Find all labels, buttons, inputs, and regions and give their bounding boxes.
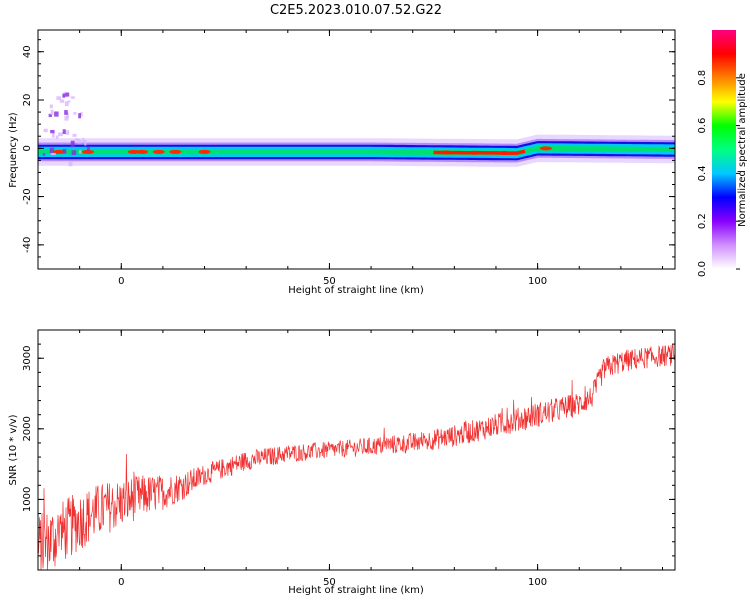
spectrogram-speckle [52, 132, 55, 138]
snr-ticks: 0 50 100 1000 2000 3000 [22, 329, 675, 588]
spectrogram-peak [198, 149, 211, 154]
colorbar-tick-label: 0.2 [697, 213, 708, 229]
spectrogram-speckle [64, 115, 69, 121]
spectrogram-speckle [65, 92, 70, 97]
snr-y-axis-label: SNR (10 * v/v) [8, 414, 19, 485]
spectrogram-speckle [64, 101, 69, 107]
spectrogram-speckle [65, 130, 70, 135]
spectrogram-speckle [78, 150, 82, 154]
snr-x-axis-label: Height of straight line (km) [288, 585, 424, 596]
spectrogram-speckle [70, 96, 75, 99]
spectrogram-peak [169, 149, 182, 154]
spectrogram-speckle [48, 113, 52, 118]
colorbar-tick-label: 0.8 [697, 70, 708, 86]
spectrogram-speckle [72, 133, 77, 137]
snr-y-tick-label: 2000 [22, 416, 33, 441]
spectrogram-peak [539, 146, 552, 151]
spectrogram-y-tick-label: 0 [22, 145, 33, 151]
spectrogram-speckle [68, 161, 73, 167]
spectrogram-speckle [55, 135, 59, 139]
spectrogram-speckle [77, 139, 82, 144]
snr-plot-area [38, 344, 675, 570]
spectrogram-x-tick-label: 0 [118, 276, 124, 287]
spectrogram-peak [81, 149, 94, 154]
spectrogram-strong-segment [433, 149, 526, 155]
snr-x-tick-label: 100 [528, 577, 547, 588]
spectrogram-y-tick-label: 20 [22, 94, 33, 107]
spectrogram-speckle [58, 132, 63, 137]
spectrogram-speckle [54, 111, 59, 117]
colorbar-ticks: 0.0 0.2 0.4 0.6 0.8 [697, 70, 740, 277]
spectrogram-peak [152, 149, 165, 154]
spectrogram-ticks: 0 50 100 40 20 0 -20 -40 [22, 30, 675, 287]
spectrogram-speckle [50, 109, 54, 116]
snr-y-tick-label: 1000 [22, 487, 33, 512]
spectrogram-speckle [67, 100, 71, 103]
spectrogram-x-tick-label: 100 [528, 276, 547, 287]
spectrogram-speckle [78, 113, 82, 119]
spectrogram-y-tick-label: -20 [22, 188, 33, 204]
spectrogram-speckle [49, 147, 55, 154]
spectrogram-axes-frame [37, 29, 676, 270]
spectrogram-x-axis-label: Height of straight line (km) [288, 285, 424, 296]
snr-x-tick-label: 50 [323, 577, 336, 588]
spectrogram-speckle [87, 146, 90, 151]
spectrogram-y-tick-label: -40 [22, 237, 33, 253]
spectrogram-x-tick-label: 50 [323, 276, 336, 287]
spectrogram-speckle [66, 112, 69, 119]
colorbar [712, 30, 736, 269]
spectrogram-speckle [43, 128, 48, 133]
spectrogram-area [38, 92, 675, 167]
spectrogram-speckle [59, 99, 65, 103]
spectrogram-speckle [42, 153, 46, 156]
colorbar-label: Normalized spectral amplitude [737, 73, 748, 227]
spectrogram-speckle [80, 112, 83, 117]
snr-x-tick-label: 0 [118, 577, 124, 588]
spectrogram-speckle [74, 138, 80, 142]
spectrogram-speckle [62, 93, 65, 98]
spectrogram-speckle [64, 110, 68, 115]
spectrogram-y-tick-label: 40 [22, 45, 33, 58]
spectrogram-speckle [82, 137, 85, 143]
figure-title: C2E5.2023.010.07.52.G22 [270, 3, 442, 18]
spectrogram-peak [127, 149, 140, 154]
spectrogram-speckle [62, 148, 67, 154]
spectrogram-speckle [62, 129, 66, 135]
snr-axes-frame [37, 329, 676, 571]
spectrogram-speckle [50, 129, 55, 134]
spectrogram-speckle [73, 111, 77, 115]
snr-y-tick-label: 3000 [22, 346, 33, 371]
spectrogram-speckle [56, 96, 62, 100]
spectrogram-speckle [51, 152, 56, 156]
colorbar-tick-label: 0.0 [697, 261, 708, 277]
spectrogram-speckle [84, 140, 87, 146]
spectrogram-speckle [71, 150, 77, 156]
colorbar-tick-label: 0.4 [697, 165, 708, 181]
spectrogram-peak [136, 149, 149, 154]
colorbar-tick-label: 0.6 [697, 118, 708, 134]
spectrogram-speckle [70, 140, 75, 147]
snr-series-line [38, 344, 675, 570]
spectrogram-y-axis-label: Frequency (Hz) [8, 112, 19, 188]
spectrogram-speckle [49, 104, 53, 109]
